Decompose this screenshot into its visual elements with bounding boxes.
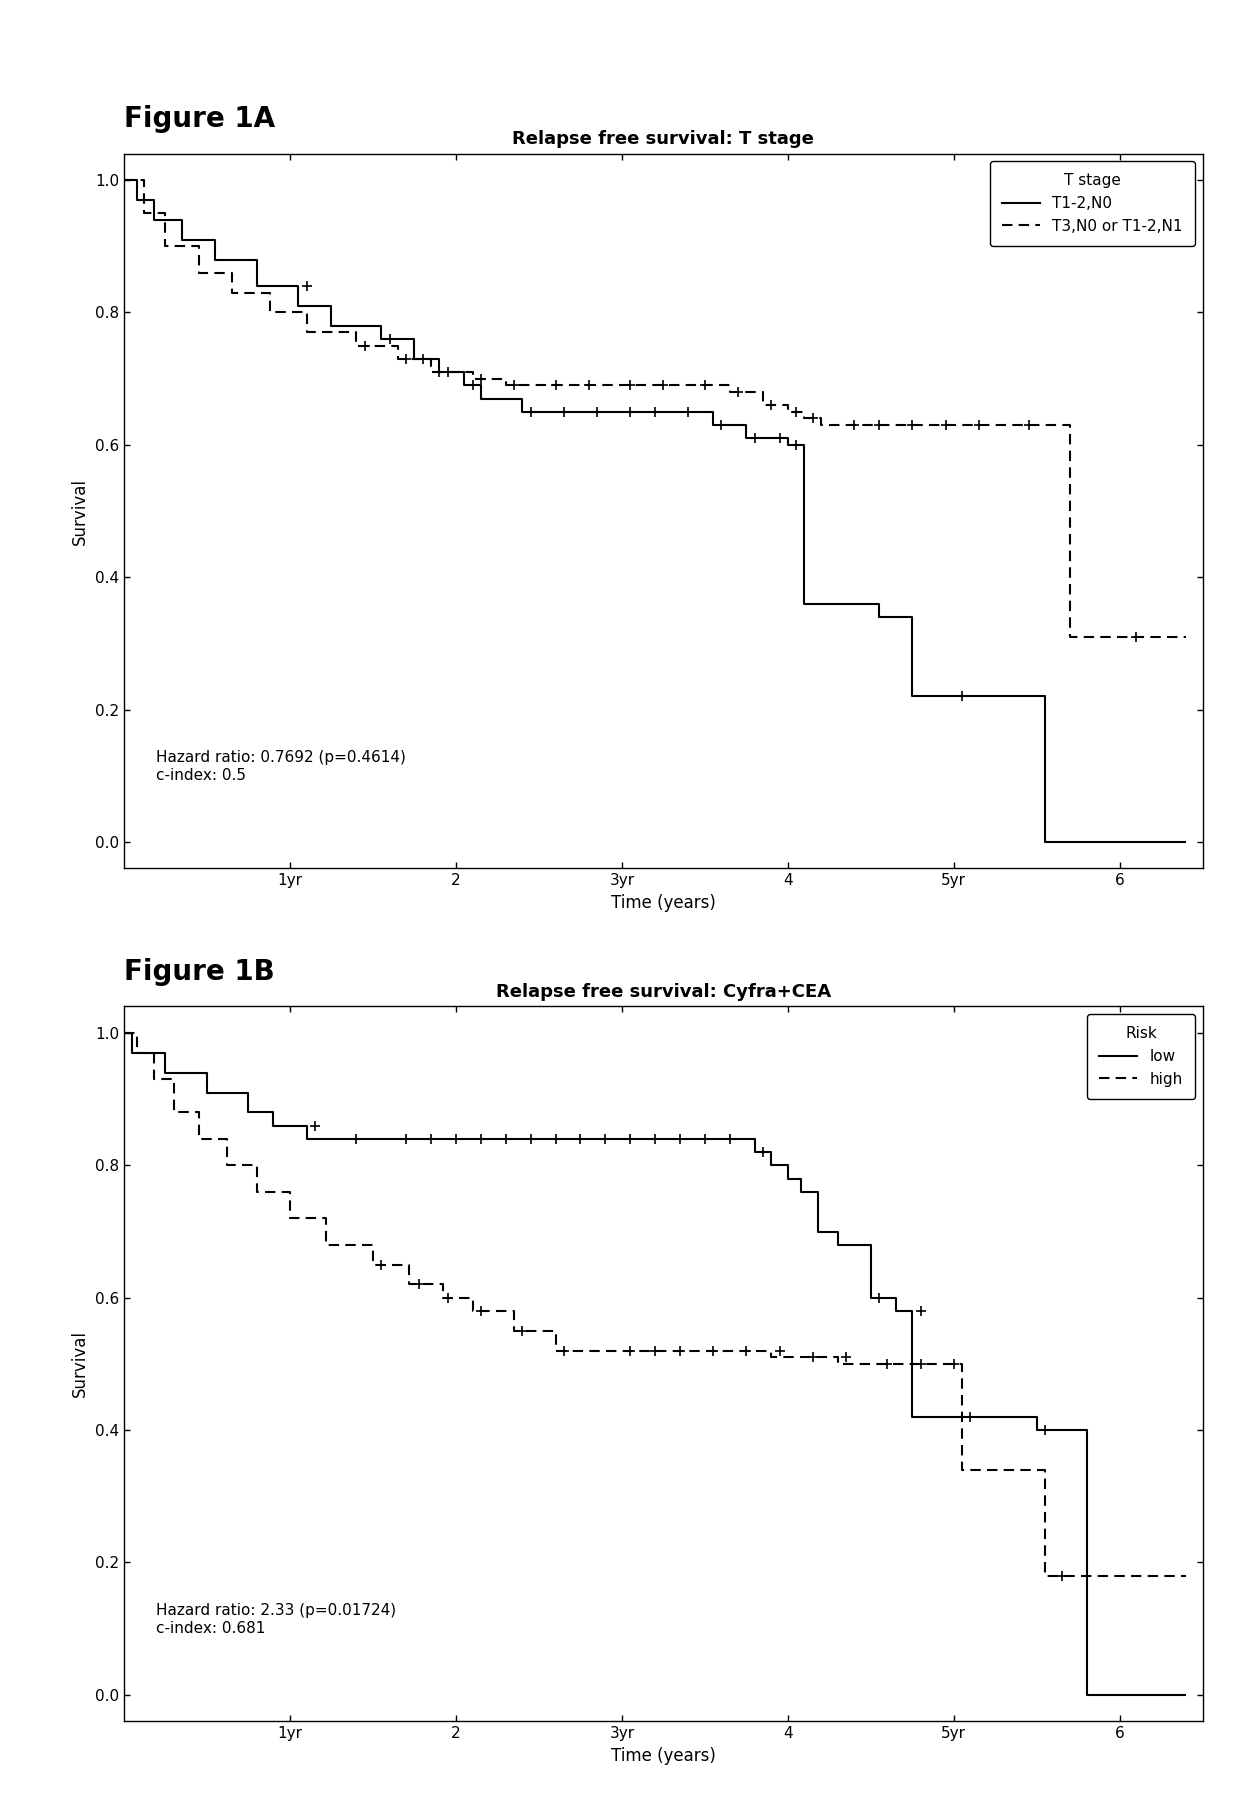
Title: Relapse free survival: T stage: Relapse free survival: T stage — [512, 129, 815, 147]
Text: Hazard ratio: 2.33 (p=0.01724)
c-index: 0.681: Hazard ratio: 2.33 (p=0.01724) c-index: … — [156, 1603, 397, 1635]
Text: Figure 1B: Figure 1B — [124, 957, 275, 986]
Title: Relapse free survival: Cyfra+CEA: Relapse free survival: Cyfra+CEA — [496, 983, 831, 1000]
Y-axis label: Survival: Survival — [72, 1330, 89, 1397]
Text: Figure 1A: Figure 1A — [124, 106, 275, 133]
Legend: T1-2,N0, T3,N0 or T1-2,N1: T1-2,N0, T3,N0 or T1-2,N1 — [990, 161, 1195, 246]
Legend: low, high: low, high — [1087, 1015, 1195, 1099]
X-axis label: Time (years): Time (years) — [611, 895, 715, 913]
Text: Hazard ratio: 0.7692 (p=0.4614)
c-index: 0.5: Hazard ratio: 0.7692 (p=0.4614) c-index:… — [156, 749, 407, 782]
X-axis label: Time (years): Time (years) — [611, 1746, 715, 1764]
Y-axis label: Survival: Survival — [72, 477, 89, 545]
